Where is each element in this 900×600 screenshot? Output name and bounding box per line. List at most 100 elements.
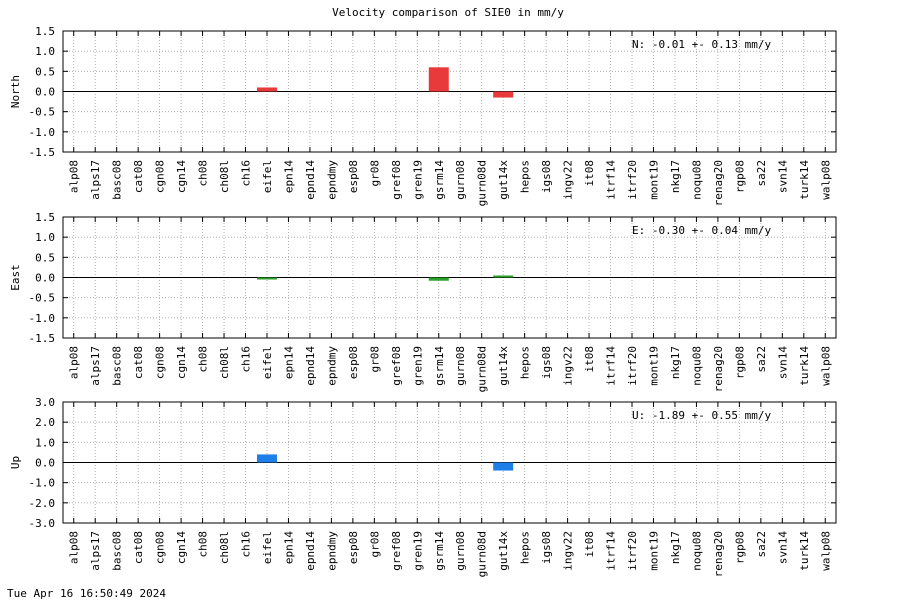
- xtick-label-itrf20: itrf20: [626, 346, 639, 386]
- xtick-label-sa22: sa22: [755, 160, 768, 187]
- xtick-label-gurn08d: gurn08d: [476, 160, 489, 206]
- stats-annotation: E: -0.30 +- 0.04 mm/y: [632, 224, 771, 237]
- ytick-label: -3.0: [29, 517, 56, 530]
- ytick-label: -2.0: [29, 497, 56, 510]
- ytick-label: 3.0: [35, 396, 55, 409]
- xtick-label-nkg17: nkg17: [669, 346, 682, 379]
- xtick-label-gut14x: gut14x: [497, 346, 510, 386]
- xtick-label-alp08: alp08: [68, 346, 81, 379]
- ytick-label: -0.5: [29, 106, 56, 119]
- xtick-label-alps17: alps17: [89, 346, 102, 386]
- y-axis-label: North: [9, 75, 22, 108]
- ytick-label: 1.0: [35, 45, 55, 58]
- panel-east: -1.5 -1.0 -0.5 0.0 0.5 1.0 1.5 alp08 alps17 basc0…: [9, 211, 837, 392]
- xtick-label-cgn14: cgn14: [175, 160, 188, 193]
- xtick-label-rgp08: rgp08: [733, 531, 746, 564]
- xtick-label-walp08: walp08: [819, 346, 832, 386]
- xtick-label-itrf14: itrf14: [605, 346, 618, 386]
- ytick-label: 0.0: [35, 272, 55, 285]
- plot-frame: [62, 401, 837, 524]
- xtick-label-noqu08: noqu08: [690, 160, 703, 200]
- xtick-label-epndmy: epndmy: [325, 346, 338, 386]
- xtick-label-basc08: basc08: [111, 531, 124, 571]
- xtick-label-gref08: gref08: [390, 346, 403, 386]
- y-axis-label: Up: [9, 456, 22, 469]
- stats-annotation: N: -0.01 +- 0.13 mm/y: [632, 38, 771, 51]
- xtick-label-gref08: gref08: [390, 531, 403, 571]
- xtick-label-cgn14: cgn14: [175, 346, 188, 379]
- xtick-label-svn14: svn14: [776, 346, 789, 379]
- bar-east-gut14x: [493, 275, 514, 278]
- ytick-label: -0.5: [29, 292, 56, 305]
- bar-north-gsrm14: [428, 67, 449, 92]
- xtick-label-gsrm14: gsrm14: [433, 531, 446, 571]
- xtick-label-nkg17: nkg17: [669, 160, 682, 193]
- xtick-label-gurn08d: gurn08d: [476, 531, 489, 577]
- xtick-label-esp08: esp08: [347, 346, 360, 379]
- xtick-label-mont19: mont19: [647, 346, 660, 386]
- xtick-label-ch16: ch16: [240, 346, 253, 373]
- xtick-label-cgn08: cgn08: [154, 160, 167, 193]
- bar-north-eifel: [256, 87, 277, 92]
- xtick-label-ch08: ch08: [197, 346, 210, 373]
- xtick-label-hepos: hepos: [519, 346, 532, 379]
- xtick-label-cat08: cat08: [132, 346, 145, 379]
- ytick-label: 0.0: [35, 86, 55, 99]
- xtick-label-gurn08: gurn08: [454, 160, 467, 200]
- xtick-label-it08: it08: [583, 346, 596, 373]
- xtick-label-mont19: mont19: [647, 160, 660, 200]
- xtick-label-epn14: epn14: [282, 160, 295, 193]
- ytick-label: 1.0: [35, 436, 55, 449]
- xtick-label-itrf14: itrf14: [605, 531, 618, 571]
- xtick-label-alps17: alps17: [89, 531, 102, 571]
- xtick-label-ch08l: ch08l: [218, 531, 231, 564]
- ytick-label: 1.5: [35, 25, 55, 38]
- xtick-label-renag20: renag20: [712, 531, 725, 577]
- xtick-label-itrf14: itrf14: [605, 160, 618, 200]
- xtick-label-esp08: esp08: [347, 160, 360, 193]
- xtick-label-ch16: ch16: [240, 160, 253, 187]
- xtick-label-walp08: walp08: [819, 531, 832, 571]
- xtick-label-gurn08: gurn08: [454, 531, 467, 571]
- xtick-label-turk14: turk14: [798, 346, 811, 386]
- xtick-label-gref08: gref08: [390, 160, 403, 200]
- stats-annotation: U: -1.89 +- 0.55 mm/y: [632, 409, 771, 422]
- xtick-label-alp08: alp08: [68, 160, 81, 193]
- xtick-label-rgp08: rgp08: [733, 346, 746, 379]
- xtick-label-rgp08: rgp08: [733, 160, 746, 193]
- xtick-label-gurn08: gurn08: [454, 346, 467, 386]
- xtick-label-hepos: hepos: [519, 160, 532, 193]
- xtick-label-svn14: svn14: [776, 531, 789, 564]
- ytick-label: -1.5: [29, 146, 56, 159]
- bar-up-eifel: [256, 454, 277, 463]
- xtick-label-basc08: basc08: [111, 346, 124, 386]
- ytick-label: -1.0: [29, 312, 56, 325]
- xtick-label-ch08l: ch08l: [218, 346, 231, 379]
- y-axis-label: East: [9, 264, 22, 291]
- chart-title: Velocity comparison of SIE0 in mm/y: [332, 6, 564, 19]
- xtick-label-gren19: gren19: [411, 160, 424, 200]
- xtick-label-igs08: igs08: [540, 531, 553, 564]
- plot-frame: [62, 30, 837, 153]
- panel-up: -3.0 -2.0 -1.0 0.0 1.0 2.0 3.0 alp08 alps17 basc0…: [9, 396, 837, 577]
- xtick-label-sa22: sa22: [755, 531, 768, 558]
- xtick-label-ingv22: ingv22: [562, 346, 575, 386]
- xtick-label-noqu08: noqu08: [690, 346, 703, 386]
- xtick-label-cgn08: cgn08: [154, 346, 167, 379]
- xtick-label-ch08: ch08: [197, 160, 210, 187]
- xtick-label-nkg17: nkg17: [669, 531, 682, 564]
- ytick-label: -1.0: [29, 126, 56, 139]
- xtick-label-walp08: walp08: [819, 160, 832, 200]
- xtick-label-svn14: svn14: [776, 160, 789, 193]
- xtick-label-gr08: gr08: [368, 531, 381, 558]
- xtick-label-renag20: renag20: [712, 160, 725, 206]
- xtick-label-turk14: turk14: [798, 160, 811, 200]
- xtick-label-mont19: mont19: [647, 531, 660, 571]
- ytick-label: 0.0: [35, 457, 55, 470]
- xtick-label-eifel: eifel: [261, 160, 274, 193]
- xtick-label-epnd14: epnd14: [304, 531, 317, 571]
- ytick-label: -1.5: [29, 332, 56, 345]
- xtick-label-eifel: eifel: [261, 531, 274, 564]
- xtick-label-cat08: cat08: [132, 160, 145, 193]
